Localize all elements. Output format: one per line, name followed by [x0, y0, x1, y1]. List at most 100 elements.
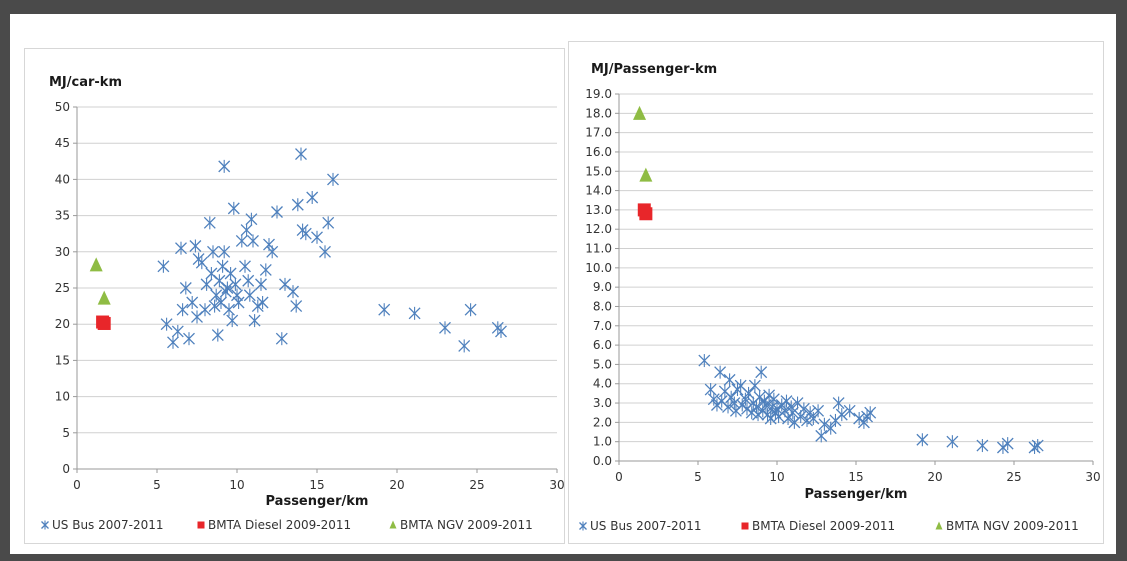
us-bus-point	[439, 321, 451, 335]
y-tick-label: 9.0	[593, 280, 612, 294]
y-tick-label: 30	[55, 245, 70, 259]
us-bus-point	[179, 281, 192, 295]
us-bus-point	[723, 373, 736, 387]
us-bus-point	[266, 245, 279, 259]
us-bus-point	[780, 394, 793, 408]
us-bus-point	[171, 324, 184, 338]
us-bus-point	[807, 412, 820, 426]
us-bus-point	[311, 230, 323, 244]
us-bus-point	[714, 365, 727, 379]
us-bus-point	[216, 259, 229, 273]
y-tick-label: 3.0	[593, 396, 612, 410]
us-bus-point	[832, 396, 845, 410]
y-tick-label: 13.0	[585, 203, 612, 217]
legend-key-0	[579, 521, 587, 531]
us-bus-point	[218, 159, 231, 173]
us-bus-point	[240, 223, 253, 237]
us-bus-point	[299, 227, 312, 241]
us-bus-point	[815, 429, 828, 443]
legend-label: US Bus 2007-2011	[590, 519, 702, 533]
y-tick-label: 20	[55, 317, 70, 331]
us-bus-point	[223, 303, 235, 317]
us-bus-point	[704, 383, 717, 397]
us-bus-point	[183, 332, 195, 346]
us-bus-point	[772, 410, 785, 424]
us-bus-point	[208, 299, 221, 313]
us-bus-point	[306, 191, 319, 204]
y-tick-label: 14.0	[585, 184, 612, 198]
x-tick-label: 10	[229, 478, 244, 492]
x-tick-label: 10	[769, 470, 784, 484]
us-bus-point	[191, 310, 203, 324]
y-tick-label: 12.0	[585, 222, 612, 236]
bmta-ngv-point	[633, 105, 647, 120]
us-bus-point	[175, 241, 187, 255]
legend-label: BMTA Diesel 2009-2011	[752, 519, 895, 533]
us-bus-point	[255, 277, 267, 291]
us-bus-point	[195, 256, 208, 270]
y-tick-label: 19.0	[585, 87, 612, 101]
chart-left-mj-per-car-km: MJ/car-km 0 5 10 15 20 25 30 35 40 45 50 0 5 10 15 20 25 3…	[24, 48, 565, 544]
x-tick-label: 5	[694, 470, 702, 484]
us-bus-point	[728, 396, 741, 410]
us-bus-point	[211, 328, 224, 342]
us-bus-point	[200, 277, 213, 291]
us-bus-point	[213, 274, 226, 288]
us-bus-point	[767, 392, 780, 406]
us-bus-point	[1001, 437, 1014, 451]
x-axis-title: Passenger/km	[805, 487, 908, 502]
us-bus-point	[199, 303, 211, 317]
us-bus-point	[239, 259, 251, 273]
y-tick-label: 16.0	[585, 145, 612, 159]
legend-key-2	[935, 521, 943, 530]
us-bus-point	[295, 147, 307, 161]
legend-label: US Bus 2007-2011	[52, 518, 164, 532]
x-tick-label: 20	[927, 470, 942, 484]
us-bus-point	[227, 201, 240, 215]
x-axis-title: Passenger/km	[266, 494, 369, 509]
chart-right-svg: MJ/Passenger-km 0.0 1.0 2.0 3.0 4.0 5.0 6.0 7.0 8…	[579, 62, 1101, 533]
y-tick-label: 45	[55, 136, 70, 150]
y-axis-title: MJ/car-km	[49, 75, 122, 90]
us-bus-point	[215, 295, 227, 309]
us-bus-point	[758, 394, 771, 408]
us-bus-point	[203, 216, 216, 230]
us-bus-point	[748, 379, 761, 393]
y-tick-label: 7.0	[593, 319, 612, 333]
y-tick-label: 18.0	[585, 106, 612, 120]
us-bus-point	[247, 234, 259, 248]
y-tick-label: 10	[55, 390, 70, 404]
x-tick-label: 20	[389, 478, 404, 492]
x-tick-label: 15	[309, 478, 324, 492]
us-bus-point	[248, 314, 261, 328]
y-tick-label: 17.0	[585, 126, 612, 140]
legend-key-1	[741, 522, 749, 530]
y-tick-label: 50	[55, 100, 70, 114]
us-bus-point	[167, 335, 179, 349]
y-axis-title: MJ/Passenger-km	[591, 62, 717, 77]
legend-label: BMTA NGV 2009-2011	[946, 519, 1079, 533]
us-bus-point	[322, 216, 335, 230]
us-bus-point	[271, 205, 283, 219]
us-bus-point	[319, 245, 331, 259]
legend-key-0	[41, 520, 49, 530]
us-bus-point	[408, 306, 421, 320]
y-tick-label: 15	[55, 353, 70, 367]
us-bus-point	[259, 263, 272, 277]
legend-label: BMTA Diesel 2009-2011	[208, 518, 351, 532]
chart-left-svg: MJ/car-km 0 5 10 15 20 25 30 35 40 45 50 0 5 10 15 20 25 3…	[41, 75, 564, 532]
us-bus-point	[378, 303, 391, 317]
y-tick-label: 2.0	[593, 415, 612, 429]
y-tick-label: 5	[62, 426, 70, 440]
us-bus-point	[764, 412, 777, 426]
x-tick-label: 15	[848, 470, 863, 484]
x-tick-label: 30	[1085, 470, 1100, 484]
chart-right-mj-per-passenger-km: MJ/Passenger-km 0.0 1.0 2.0 3.0 4.0 5.0 6.0 7.0 8…	[568, 41, 1104, 544]
us-bus-point	[755, 365, 768, 379]
us-bus-point	[843, 404, 856, 418]
y-tick-label: 11.0	[585, 242, 612, 256]
x-tick-label: 5	[153, 478, 161, 492]
us-bus-point	[818, 417, 831, 431]
us-bus-point	[176, 303, 189, 317]
us-bus-point	[864, 406, 877, 420]
